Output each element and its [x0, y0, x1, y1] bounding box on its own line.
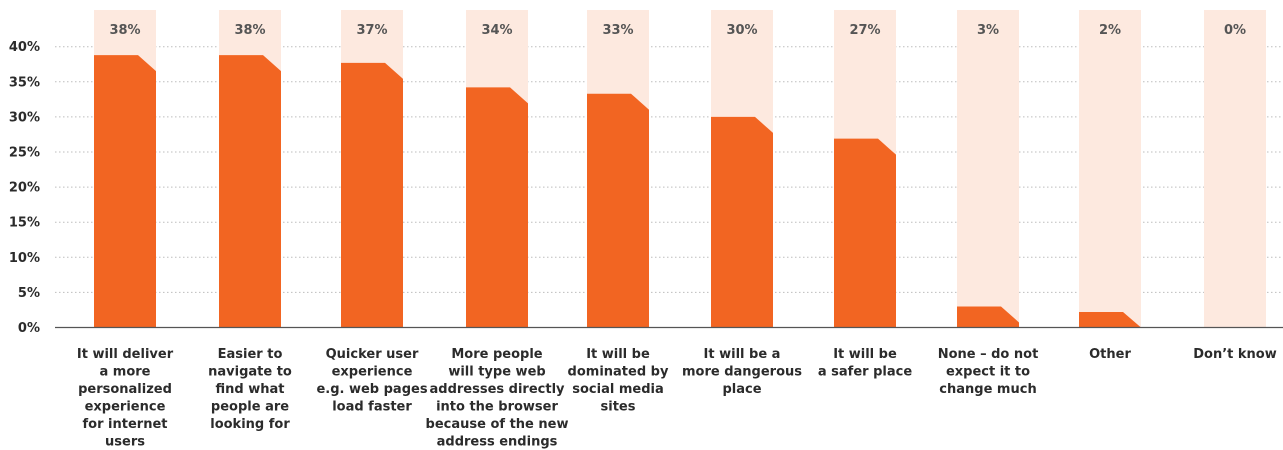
- bar: [94, 55, 156, 328]
- value-label: 38%: [234, 23, 265, 38]
- y-tick-label: 40%: [9, 40, 40, 55]
- category-label: Other: [1089, 347, 1131, 362]
- category-label: It will deliver a more personalized experie…: [77, 347, 174, 450]
- category-label: More people will type web addresses direct…: [426, 347, 569, 450]
- bars: [94, 55, 1141, 328]
- category-label: Quicker user experience e.g. web pages load…: [316, 347, 427, 415]
- value-label: 34%: [481, 23, 512, 38]
- bar: [341, 62, 403, 328]
- value-label: 38%: [109, 23, 140, 38]
- bar: [711, 116, 773, 328]
- background-column: [1079, 10, 1141, 328]
- value-label: 33%: [602, 23, 633, 38]
- y-tick-label: 0%: [18, 321, 40, 336]
- bar: [834, 138, 896, 328]
- y-tick-label: 35%: [9, 75, 40, 90]
- value-label: 30%: [726, 23, 757, 38]
- value-label: 2%: [1099, 23, 1121, 38]
- y-tick-label: 30%: [9, 110, 40, 125]
- value-labels: 38% 38% 37% 34% 33% 30% 27% 3% 2% 0%: [109, 23, 1246, 38]
- value-label: 27%: [849, 23, 880, 38]
- y-tick-label: 10%: [9, 251, 40, 266]
- category-label: None – do not expect it to change much: [938, 347, 1039, 397]
- category-label: Don’t know: [1193, 347, 1277, 362]
- bar: [587, 93, 649, 328]
- y-tick-label: 5%: [18, 286, 40, 301]
- bar: [1079, 312, 1141, 328]
- category-label: It will be dominated by social media sites: [568, 347, 669, 415]
- y-tick-label: 20%: [9, 181, 40, 196]
- background-column: [1204, 10, 1266, 328]
- value-label: 37%: [356, 23, 387, 38]
- category-label: It will be a more dangerous place: [682, 347, 802, 397]
- y-tick-labels: 0% 5% 10% 15% 20% 25% 30% 35% 40%: [9, 40, 40, 336]
- category-label: Easier to navigate to find what people are l…: [208, 347, 292, 432]
- bar: [466, 87, 528, 328]
- value-label: 3%: [977, 23, 999, 38]
- background-column: [957, 10, 1019, 328]
- bar: [219, 55, 281, 328]
- y-tick-label: 15%: [9, 216, 40, 231]
- y-tick-label: 25%: [9, 146, 40, 161]
- value-label: 0%: [1224, 23, 1246, 38]
- bar: [957, 306, 1019, 328]
- category-label: It will be a safer place: [818, 347, 912, 380]
- category-labels: It will deliver a more personalized experie…: [77, 347, 1277, 450]
